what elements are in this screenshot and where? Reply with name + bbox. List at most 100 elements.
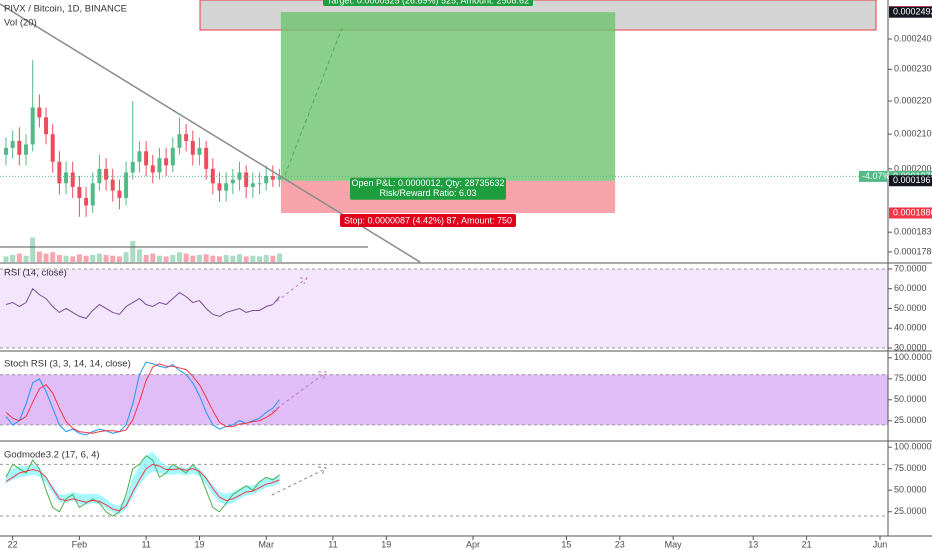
volume-bar [257, 256, 263, 262]
symbol-title: PIVX / Bitcoin, 1D, BINANCE [4, 4, 127, 15]
y-tick-label: 75.0000 [894, 373, 927, 383]
candle-body [164, 158, 169, 166]
volume-bar [136, 249, 142, 262]
projection-arrow[interactable] [271, 466, 327, 496]
x-tick-label: Jun [873, 539, 888, 549]
indicator-band [0, 268, 888, 349]
y-tick-label: 50.0000 [894, 394, 927, 404]
volume-bar [76, 254, 82, 262]
candle-body [84, 197, 89, 206]
volume-title: Vol (20) [4, 18, 37, 29]
volume-bar [196, 255, 202, 262]
x-tick-label: 23 [615, 539, 625, 549]
candle-body [250, 183, 255, 187]
candle-body [24, 144, 29, 155]
volume-bar [183, 253, 189, 262]
volume-bar [16, 253, 22, 262]
volume-bar [176, 252, 182, 262]
candle-body [77, 186, 82, 198]
candle-body [70, 172, 75, 187]
y-tick-label: 75.0000 [894, 463, 927, 473]
indicator-line [5, 463, 280, 512]
candle-body [224, 183, 229, 191]
candle-body [237, 172, 242, 180]
candle-body [230, 179, 235, 184]
volume-bar [36, 251, 42, 262]
indicator-line [5, 363, 280, 434]
volume-bar [10, 255, 16, 262]
candle-body [210, 168, 215, 184]
price-label: 0.0002492 [893, 7, 932, 17]
stop-label: Stop: 0.0000087 (4.42%) 87, Amount: 750 [344, 215, 512, 225]
stop-label-bg [340, 213, 517, 227]
volume-bar [156, 255, 162, 262]
indicator-band [0, 374, 888, 425]
price-label-bg [889, 175, 932, 187]
pnl-label: Open P&L: 0.0000012, Qty: 28735632 [351, 178, 504, 188]
y-tick-label: 60.0000 [894, 283, 927, 293]
x-tick-label: Mar [258, 539, 274, 549]
y-tick-label: 100.0000 [894, 352, 932, 362]
x-tick-label: May [665, 539, 683, 549]
y-tick-label: 40.0000 [894, 323, 927, 333]
volume-bar [23, 255, 29, 262]
candle-body [144, 151, 149, 166]
volume-bar [250, 255, 256, 262]
volume-bar [190, 255, 196, 262]
candle-body [117, 190, 122, 198]
volume-bar [103, 255, 109, 262]
x-tick-label: 13 [748, 539, 758, 549]
volume-bar [43, 253, 49, 262]
price-label-bg [889, 6, 932, 18]
volume-bar [56, 255, 62, 262]
x-tick-label: 11 [328, 539, 337, 549]
candle-body [57, 161, 62, 184]
data-layer [0, 12, 888, 517]
candle-body [30, 107, 35, 145]
volume-bar [270, 255, 276, 262]
volume-bar [223, 255, 229, 262]
change-label: -4.07% [862, 171, 891, 181]
volume-bar [63, 255, 69, 262]
candle-body [204, 147, 209, 169]
volume-bar [70, 256, 76, 262]
change-label-bg [859, 170, 887, 182]
projection-arrow[interactable] [271, 371, 327, 413]
volume-bar [277, 253, 283, 262]
volume-bar [30, 237, 36, 262]
y-tick-label: 25.0000 [894, 506, 927, 516]
x-tick-label: 22 [8, 539, 18, 549]
x-tick-label: 19 [381, 539, 391, 549]
candle-body [110, 179, 115, 191]
risk-reward-label: Risk/Reward Ratio: 6.03 [379, 188, 476, 198]
projection-arrow[interactable] [284, 27, 343, 176]
candle-body [37, 107, 42, 118]
candle-body [17, 140, 22, 155]
price-label-bg [889, 207, 932, 219]
x-tick-label: 21 [802, 539, 812, 549]
volume-bar [243, 256, 249, 262]
price-label: 0.0001880 [893, 207, 932, 217]
candle-body [10, 140, 15, 148]
profit-zone-open [280, 12, 616, 181]
pnl-label-bg [350, 177, 507, 200]
volume-bar [110, 255, 116, 262]
volume-bar [216, 256, 222, 262]
candle-body [130, 161, 135, 173]
y-tick-label: 0.0001780 [894, 246, 932, 256]
target-label: Target: 0.0000525 (26.69%) 525, Amount: … [327, 0, 529, 5]
x-tick-label: 11 [141, 539, 150, 549]
projection-arrow[interactable] [271, 277, 308, 306]
y-tick-label: 50.0000 [894, 485, 927, 495]
indicator-line [5, 361, 280, 436]
y-tick-label: 70.0000 [894, 263, 927, 273]
volume-bar [123, 252, 129, 262]
volume-bar [170, 255, 176, 262]
candle-body [150, 165, 155, 173]
